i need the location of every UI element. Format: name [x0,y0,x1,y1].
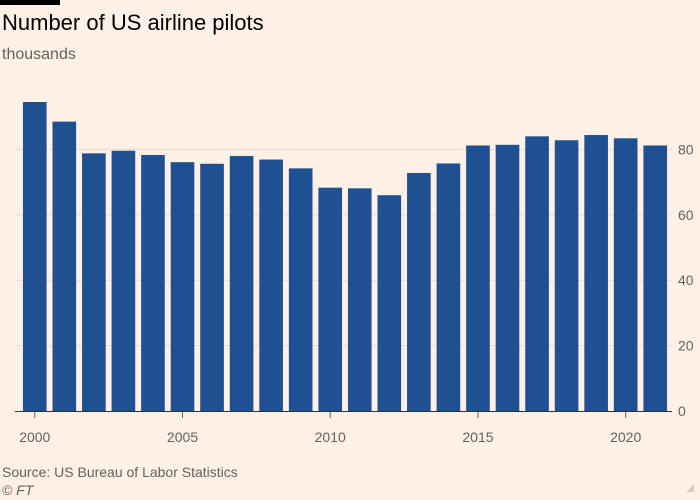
y-tick-label: 80 [678,141,694,157]
bar [436,163,461,411]
bar [82,153,106,412]
y-tick-label: 60 [678,207,694,223]
x-tick-label: 2000 [19,429,50,445]
bar [52,121,77,411]
bar [613,138,638,412]
x-tick-label: 2020 [610,429,641,445]
bar [495,144,520,412]
y-tick-label: 0 [678,403,686,419]
corner-mark [686,484,694,492]
y-tick-label: 20 [678,338,694,354]
bar [200,163,224,411]
bar [141,154,165,411]
bar [643,145,668,411]
x-tick-label: 2015 [462,429,493,445]
ft-credit: © FT [2,482,34,498]
bar [466,145,490,411]
bar [22,102,47,411]
bar [111,150,136,411]
bar [554,140,579,411]
bar [407,172,431,411]
bar [377,195,402,411]
brand-bar [0,0,60,5]
bar [170,162,195,411]
bar [525,136,549,412]
bar [347,188,372,411]
x-tick-label: 2005 [167,429,198,445]
chart-title: Number of US airline pilots [2,10,264,35]
bar [259,159,283,411]
y-tick-label: 40 [678,272,694,288]
x-tick-label: 2010 [315,429,346,445]
bar [318,187,343,411]
bar [229,155,254,411]
bar [288,168,313,411]
chart-subtitle: thousands [2,46,76,63]
bar [584,135,608,411]
source-note: Source: US Bureau of Labor Statistics [2,464,238,480]
